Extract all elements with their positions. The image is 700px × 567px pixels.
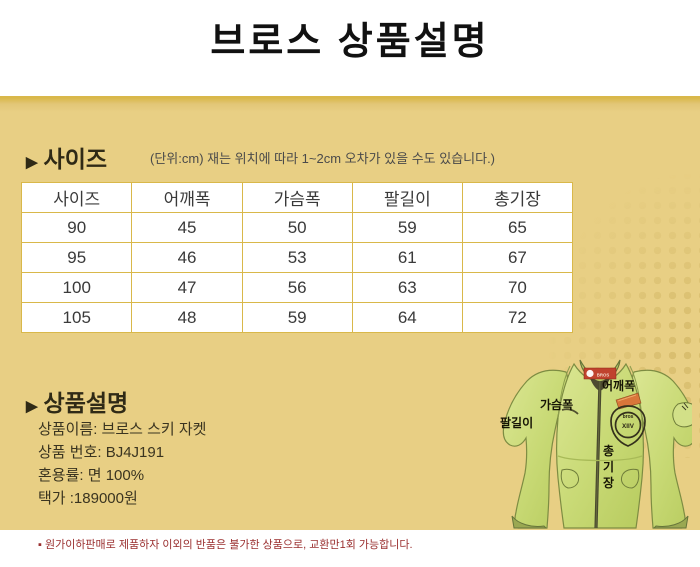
- svg-text:bros: bros: [623, 414, 634, 420]
- svg-text:XIIV: XIIV: [622, 423, 635, 430]
